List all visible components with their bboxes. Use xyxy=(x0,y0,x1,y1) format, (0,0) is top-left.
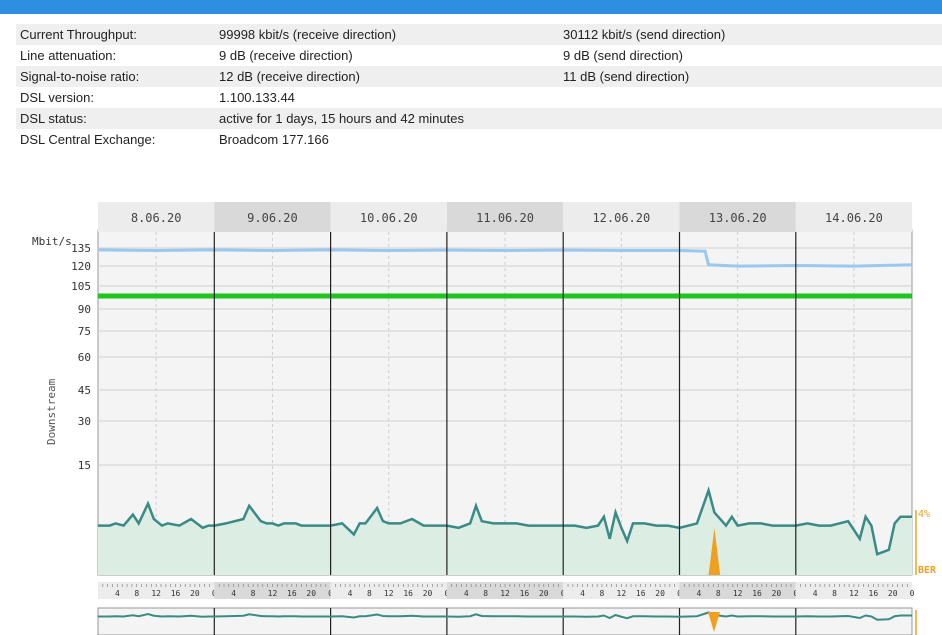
y-tick-label: 45 xyxy=(78,384,91,397)
date-header-cell xyxy=(679,202,796,232)
throughput-area xyxy=(98,490,913,575)
hour-tick-label: 4 xyxy=(580,589,585,598)
date-header-cell xyxy=(214,202,331,232)
date-label: 12.06.20 xyxy=(592,211,650,225)
downstream-chart: 8.06.20 9.06.20 10.06.20 11.06.20 12.06.20 13… xyxy=(32,202,937,635)
info-value: 12 dB (receive direction) xyxy=(219,69,360,84)
hour-tick-label: 12 xyxy=(500,589,510,598)
throughput-line xyxy=(98,486,913,556)
date-header-cell xyxy=(446,202,564,232)
hour-tick-label: 12 xyxy=(617,589,627,598)
y-tick-label: 90 xyxy=(78,303,91,316)
hour-tick-label: 4 xyxy=(813,589,818,598)
info-label: Line attenuation: xyxy=(20,48,117,63)
info-row: Signal-to-noise ratio: 12 dB (receive di… xyxy=(16,66,942,87)
info-value: 99998 kbit/s (receive direction) xyxy=(219,27,397,42)
hour-tick-label: 8 xyxy=(251,589,256,598)
info-value-send: 11 dB (send direction) xyxy=(563,69,690,84)
hour-tick-label: 8 xyxy=(600,589,605,598)
info-label: Current Throughput: xyxy=(20,27,137,42)
date-header-cell xyxy=(330,202,447,232)
info-label: DSL status: xyxy=(20,111,87,126)
info-value-send: 30112 kbit/s (send direction) xyxy=(563,27,726,42)
date-label: 9.06.20 xyxy=(247,211,298,225)
date-label: 8.06.20 xyxy=(131,211,182,225)
hour-tick-label: 0 xyxy=(910,589,915,598)
hour-tick-label: 20 xyxy=(306,589,316,598)
hour-tick-label: 16 xyxy=(869,589,879,598)
info-value: 1.100.133.44 xyxy=(219,90,295,105)
date-header-cell xyxy=(563,202,680,232)
info-row: DSL Central Exchange: Broadcom 177.166 xyxy=(16,129,942,150)
hour-tick-label: 20 xyxy=(888,589,898,598)
hour-tick-label: 16 xyxy=(752,589,762,598)
date-label: 11.06.20 xyxy=(476,211,534,225)
info-row: Line attenuation: 9 dB (receive directio… xyxy=(16,45,942,66)
hour-tick-label: 8 xyxy=(367,589,372,598)
overview-ber-spike xyxy=(708,612,720,632)
date-label: 14.06.20 xyxy=(825,211,883,225)
hour-tick-label: 20 xyxy=(655,589,665,598)
date-label: 13.06.20 xyxy=(709,211,767,225)
hour-tick-label: 12 xyxy=(268,589,278,598)
hour-tick-label: 20 xyxy=(423,589,433,598)
hour-tick-label: 12 xyxy=(151,589,161,598)
hour-tick-label: 20 xyxy=(772,589,782,598)
info-row: Current Throughput: 99998 kbit/s (receiv… xyxy=(16,24,942,45)
hour-tick-label: 4 xyxy=(464,589,469,598)
date-label: 10.06.20 xyxy=(360,211,418,225)
hour-tick-label: 4 xyxy=(231,589,236,598)
ber-percent-label: 4% xyxy=(918,509,930,520)
info-value: active for 1 days, 15 hours and 42 minut… xyxy=(219,111,464,126)
hour-tick-label: 4 xyxy=(348,589,353,598)
hour-tick-label: 4 xyxy=(696,589,701,598)
y-tick-label: 60 xyxy=(78,351,91,364)
info-label: DSL version: xyxy=(20,90,94,105)
hour-tick-label: 16 xyxy=(636,589,646,598)
hour-tick-label: 20 xyxy=(539,589,549,598)
y-tick-label: 135 xyxy=(71,242,91,255)
info-label: DSL Central Exchange: xyxy=(20,132,156,147)
hour-tick-label: 8 xyxy=(716,589,721,598)
hour-tick-label: 8 xyxy=(483,589,488,598)
top-bar xyxy=(0,0,942,14)
ber-spike xyxy=(708,528,721,575)
y-tick-label: 120 xyxy=(71,260,91,273)
y-tick-label: 15 xyxy=(78,459,91,472)
hour-tick-label: 12 xyxy=(849,589,859,598)
hour-tick-label: 4 xyxy=(115,589,120,598)
overview-area xyxy=(97,607,913,635)
hour-tick-label: 16 xyxy=(171,589,181,598)
info-row: DSL status: active for 1 days, 15 hours … xyxy=(16,108,942,129)
hour-tick-label: 8 xyxy=(134,589,139,598)
info-value-send: 9 dB (send direction) xyxy=(563,48,683,63)
info-value: Broadcom 177.166 xyxy=(219,132,329,147)
dsl-info-table: Current Throughput: 99998 kbit/s (receiv… xyxy=(16,24,942,150)
hour-tick-label: 12 xyxy=(733,589,743,598)
info-row: DSL version: 1.100.133.44 xyxy=(16,87,942,108)
y-unit-label: Mbit/s xyxy=(32,235,72,248)
ber-label: BER xyxy=(918,565,937,576)
y-tick-label: 105 xyxy=(71,280,91,293)
hour-tick-label: 16 xyxy=(287,589,297,598)
y-tick-label: 75 xyxy=(78,325,91,338)
info-label: Signal-to-noise ratio: xyxy=(20,69,140,84)
date-header-cell xyxy=(98,202,215,232)
overview-line xyxy=(98,611,913,621)
y-axis-label: Downstream xyxy=(45,378,58,445)
y-tick-label: 30 xyxy=(78,415,91,428)
hour-tick-label: 8 xyxy=(832,589,837,598)
hour-tick-label: 20 xyxy=(190,589,200,598)
hour-tick-label: 16 xyxy=(520,589,530,598)
hour-tick-label: 12 xyxy=(384,589,394,598)
info-value: 9 dB (receive direction) xyxy=(219,48,353,63)
hour-tick-label: 16 xyxy=(403,589,413,598)
date-header-cell xyxy=(795,202,913,232)
